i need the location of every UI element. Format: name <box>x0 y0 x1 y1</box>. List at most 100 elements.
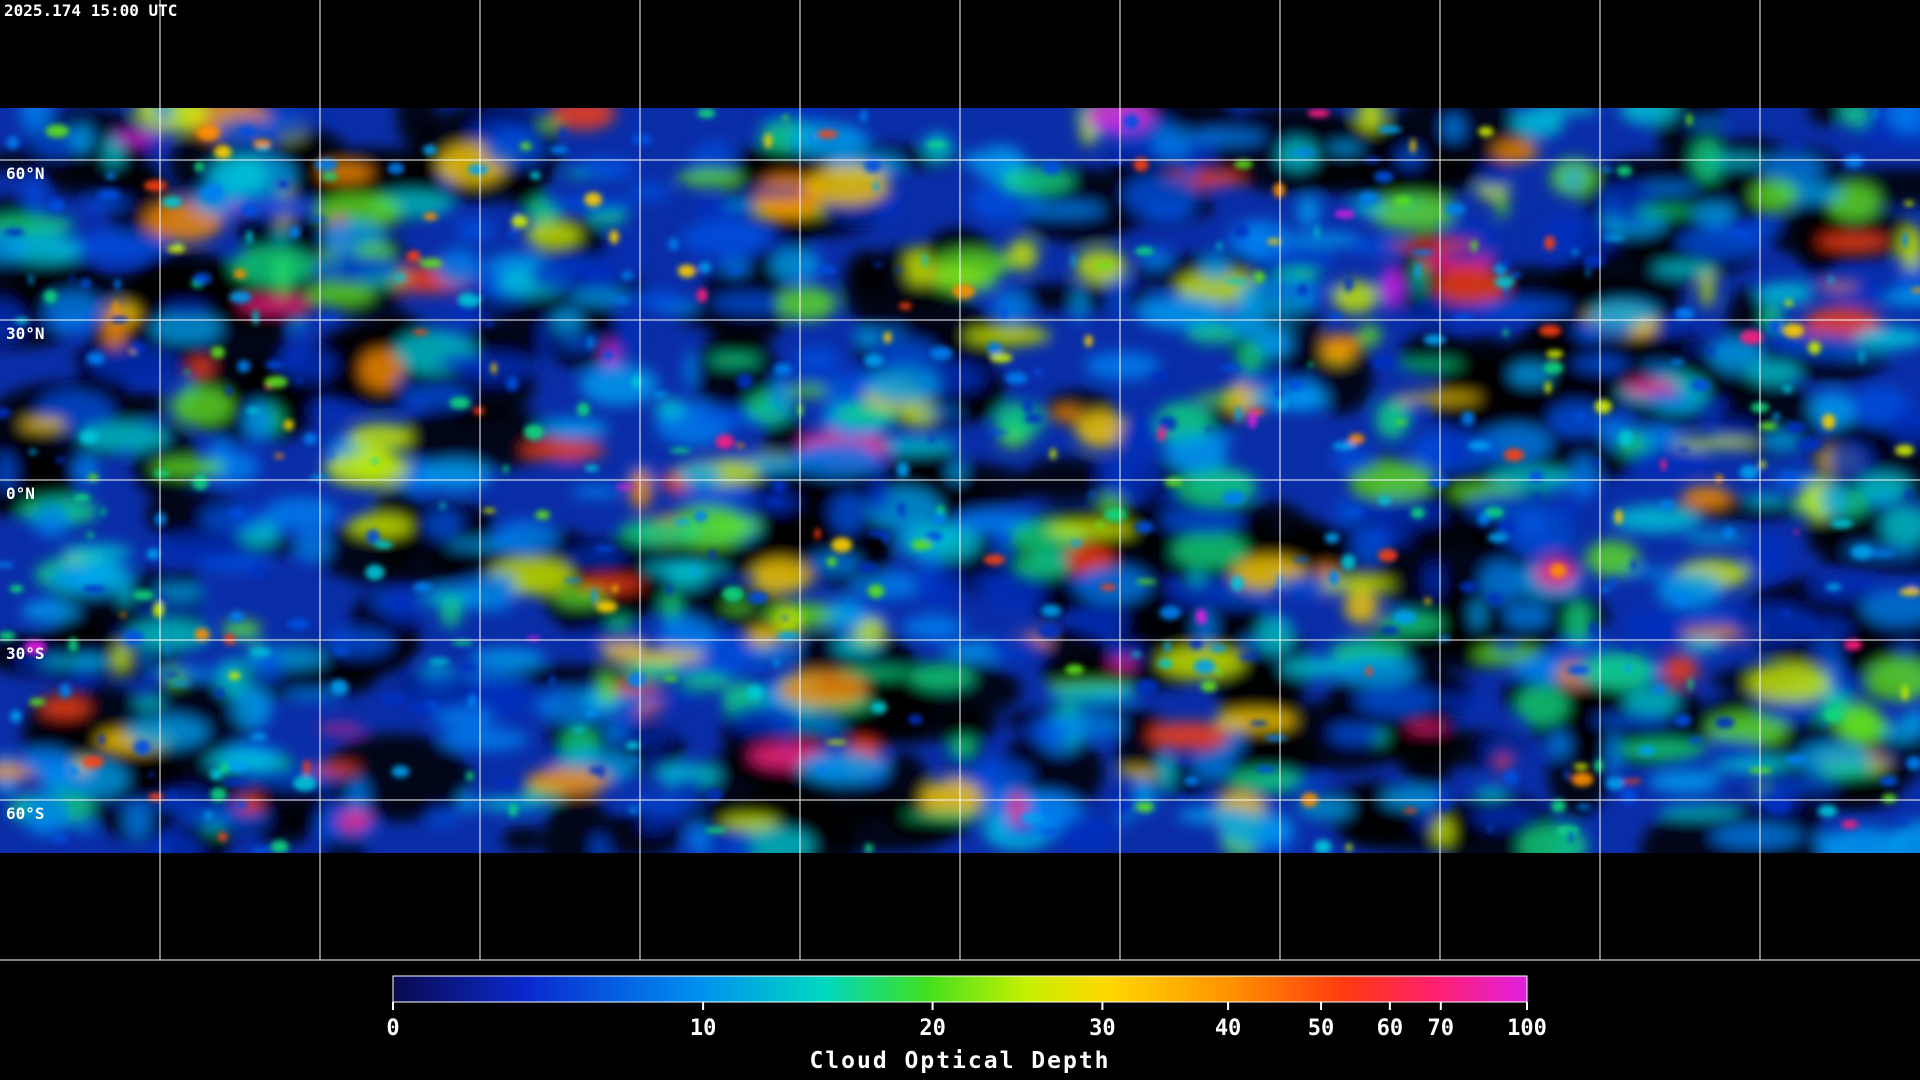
clear-sky <box>502 826 544 853</box>
cloud <box>612 318 638 355</box>
cloud <box>629 468 653 510</box>
cloud-cell <box>241 203 259 217</box>
cloud-cell <box>1437 795 1451 812</box>
cloud <box>200 504 263 533</box>
cloud-cell <box>872 262 884 267</box>
cloud-cell <box>387 162 405 175</box>
cloud <box>1509 363 1552 386</box>
cloud-cell <box>814 528 821 540</box>
cloud-cell <box>1134 520 1155 534</box>
clear-sky <box>1344 814 1480 853</box>
cloud-cell <box>1707 347 1715 356</box>
cloud-cell <box>467 163 489 176</box>
cloud-cell <box>864 843 873 853</box>
cloud <box>920 779 984 819</box>
cloud <box>20 747 73 777</box>
cloud-cell <box>621 270 634 281</box>
cloud-cell <box>1529 470 1544 484</box>
cloud <box>1020 202 1106 218</box>
cloud-cell <box>1264 734 1288 742</box>
cloud <box>1649 769 1721 794</box>
cloud <box>1356 108 1385 132</box>
cloud <box>539 317 553 361</box>
cloud-cell <box>1444 203 1466 216</box>
cloud-cell <box>1123 113 1139 130</box>
cloud-cell <box>114 278 121 290</box>
cloud <box>642 562 729 575</box>
cloud-cell <box>952 284 975 299</box>
cloud <box>360 349 403 390</box>
cloud <box>1591 713 1672 728</box>
cloud <box>1680 612 1737 623</box>
cloud-cell <box>210 346 226 359</box>
cloud-cell <box>1502 328 1509 337</box>
cloud-cell <box>549 145 569 155</box>
cloud <box>1808 577 1883 601</box>
cloud-cell <box>449 396 471 410</box>
graticule: 60°N 30°N 0°N 30°S 60°S <box>0 0 1920 960</box>
cloud <box>797 751 888 784</box>
cloud <box>1007 824 1041 836</box>
cloud-cell <box>1158 415 1177 431</box>
cloud <box>1247 388 1330 411</box>
cloud-cell <box>704 827 727 834</box>
cloud <box>1682 485 1732 510</box>
cloud-cell <box>1573 763 1589 770</box>
cloud <box>44 290 101 327</box>
lat-label: 30°N <box>6 324 45 343</box>
cloud-cell <box>1793 529 1799 535</box>
cloud-cell <box>303 759 311 775</box>
cloud-cell <box>1164 640 1171 653</box>
cloud-cell <box>1272 589 1286 596</box>
lat-label: 30°S <box>6 644 45 663</box>
cloud <box>1611 504 1702 533</box>
cloud <box>1856 472 1910 502</box>
cloud <box>242 401 273 443</box>
cloud <box>643 756 669 768</box>
cloud-cell <box>1111 797 1132 810</box>
cloud-cell <box>1136 678 1158 695</box>
cloud-cell <box>209 768 223 781</box>
cloud-cell <box>1195 608 1207 625</box>
cloud-cell <box>1159 605 1182 620</box>
cloud <box>1820 481 1848 516</box>
cloud-cell <box>1070 539 1081 547</box>
clear-sky <box>1807 108 1842 126</box>
cloud <box>1760 153 1824 183</box>
cloud-cell <box>256 146 271 151</box>
cloud <box>1329 723 1382 744</box>
cloud <box>1762 430 1802 451</box>
cloud <box>551 108 616 131</box>
cloud-cell <box>1329 312 1342 321</box>
cloud <box>1583 651 1654 689</box>
cloud-cell <box>1231 575 1244 592</box>
cloud <box>872 437 958 454</box>
cloud <box>1332 447 1377 473</box>
cloud-detail <box>0 108 1920 853</box>
cloud-cell <box>929 346 953 361</box>
cloud <box>1106 272 1128 315</box>
cloud-cell <box>192 475 209 490</box>
cloud <box>455 218 494 243</box>
cloud-cell <box>146 548 160 560</box>
cloud <box>475 797 545 811</box>
cloud <box>1434 268 1508 304</box>
cloud-cell <box>56 456 66 464</box>
cloud-cell <box>428 658 450 665</box>
cloud-cell <box>825 739 848 745</box>
cloud-cell <box>1135 801 1154 813</box>
cloud <box>931 265 998 293</box>
cloud-cell <box>750 665 771 670</box>
cloud-cell <box>1135 579 1157 585</box>
cloud-cell <box>1637 745 1656 756</box>
cloud-cell <box>997 535 1011 542</box>
cloud <box>1834 709 1888 743</box>
cloud <box>347 514 413 538</box>
cloud <box>238 195 320 219</box>
cloud-cell <box>1118 808 1125 816</box>
cloud <box>346 777 369 820</box>
cloud <box>1656 571 1724 608</box>
cloud <box>909 664 974 690</box>
cloud-cell <box>133 739 152 756</box>
cloud-cell <box>716 619 725 624</box>
